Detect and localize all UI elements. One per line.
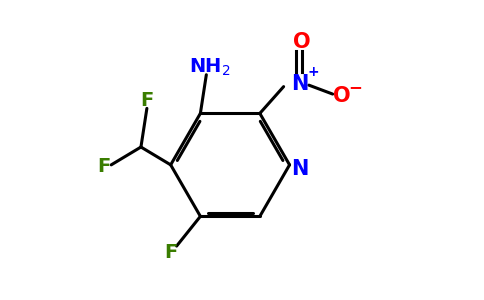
Text: NH$_2$: NH$_2$ bbox=[188, 57, 230, 78]
Text: N: N bbox=[291, 74, 309, 94]
Text: F: F bbox=[164, 242, 177, 262]
Text: O: O bbox=[333, 85, 350, 106]
Text: N: N bbox=[291, 159, 309, 179]
Text: +: + bbox=[307, 65, 319, 79]
Text: F: F bbox=[140, 92, 153, 110]
Text: −: − bbox=[348, 78, 362, 96]
Text: O: O bbox=[293, 32, 310, 52]
Text: F: F bbox=[97, 157, 110, 176]
